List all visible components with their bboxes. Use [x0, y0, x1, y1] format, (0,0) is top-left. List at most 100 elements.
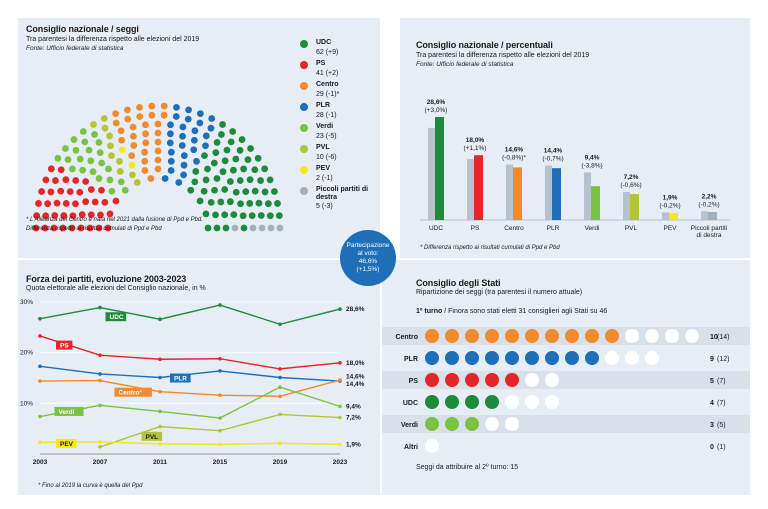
seat-dot	[227, 198, 234, 205]
seat-dot	[203, 211, 210, 218]
series-line	[40, 305, 340, 324]
bar-2023	[669, 213, 678, 220]
seat-dot	[98, 187, 105, 194]
states-subtitle: Ripartizione dei seggi (tra parentesi il…	[416, 289, 582, 296]
legend-party-name: UDC	[316, 39, 378, 47]
seat-dot	[271, 188, 278, 195]
bar-change-label: (-0,8%)*	[502, 155, 526, 162]
seat-dot	[214, 139, 221, 146]
seat-dot	[122, 187, 129, 194]
legend-swatch	[300, 124, 308, 132]
seat-dot	[108, 188, 115, 195]
states-seat-dot	[425, 351, 439, 365]
legend-swatch	[300, 145, 308, 153]
seat-dot	[197, 198, 204, 205]
states-seat-dot	[645, 329, 659, 343]
seat-dot	[168, 167, 175, 174]
x-tick-label: 2003	[33, 459, 48, 466]
seat-dot	[98, 160, 105, 167]
seat-dot	[218, 131, 225, 138]
states-seat-current: (1)	[717, 444, 726, 451]
legend-swatch	[300, 103, 308, 111]
seat-dot	[237, 200, 244, 207]
bar-2019	[467, 159, 474, 220]
seat-dot	[179, 142, 186, 149]
seat-dot	[232, 156, 239, 163]
states-seat-dot	[505, 329, 519, 343]
x-tick-label: 2011	[153, 459, 167, 466]
turnout-badge: Partecipazione al voto: 46,6% (+1,5%)	[340, 230, 396, 286]
seat-dot	[175, 179, 182, 186]
seat-dot	[211, 160, 218, 167]
series-name: PVL	[146, 434, 159, 441]
states-seat-value: 5	[710, 378, 714, 385]
series-end-label: 1,9%	[346, 441, 361, 448]
bar-2023	[552, 168, 561, 220]
seat-dot	[54, 200, 61, 207]
series-end-label: 18,0%	[346, 360, 365, 367]
seat-dot	[69, 166, 76, 173]
legend-swatch	[300, 40, 308, 48]
seat-dot	[35, 200, 42, 207]
seat-dot	[81, 138, 88, 145]
seat-dot	[76, 189, 83, 196]
series-end-label: 9,4%	[346, 403, 361, 410]
seat-dot	[230, 211, 237, 218]
x-tick-label: 2023	[333, 459, 348, 466]
seat-dot	[117, 168, 124, 175]
states-seat-dot	[485, 417, 499, 431]
legend-party-value: 41 (+2)	[316, 70, 338, 77]
states-party-label: Verdi	[401, 422, 418, 429]
states-seat-dot	[445, 373, 459, 387]
legend-party-value: 28 (-1)	[316, 112, 337, 119]
seat-dot	[179, 133, 186, 140]
states-seat-dot	[685, 329, 699, 343]
seat-dot	[256, 200, 263, 207]
seat-dot	[90, 168, 97, 175]
bar-change-label: (-0,7%)	[542, 156, 563, 163]
y-tick-label: 20%	[20, 350, 33, 357]
seat-dot	[212, 149, 219, 156]
seat-dot	[255, 155, 262, 162]
turnout-line-2: al voto:	[358, 250, 379, 258]
states-party-label: Centro	[395, 334, 418, 341]
seat-dot	[142, 121, 149, 128]
states-seat-dot	[665, 329, 679, 343]
bar-change-label: (-0,2%)	[659, 202, 680, 209]
legend-party-name: Centro	[316, 81, 378, 89]
states-seat-dot	[645, 351, 659, 365]
seat-dot	[208, 199, 215, 206]
states-seat-value: 3	[710, 422, 714, 429]
seat-dot	[102, 125, 109, 132]
seat-dot	[141, 149, 148, 156]
states-seat-dot	[545, 373, 559, 387]
seat-dot	[63, 176, 70, 183]
states-seat-dot	[445, 395, 459, 409]
seat-dot	[86, 147, 93, 154]
seat-dot	[208, 125, 215, 132]
bar-2019	[584, 172, 591, 220]
seat-dot	[155, 139, 162, 146]
seat-dot	[128, 152, 135, 159]
states-seat-dot	[605, 351, 619, 365]
states-seat-dot	[425, 329, 439, 343]
states-round: 1º turno / Finora sono stati eletti 31 c…	[416, 308, 607, 315]
seat-dot	[220, 168, 227, 175]
legend-party-name: PVL	[316, 144, 378, 152]
legend-swatch	[300, 187, 308, 195]
seat-dot	[124, 106, 131, 113]
series-name: PEV	[60, 441, 74, 448]
seat-dot	[168, 158, 175, 165]
seats-panel: Consiglio nazionale / seggi Tra parentes…	[18, 18, 380, 258]
seat-dot	[124, 116, 131, 123]
series-end-label: 28,6%	[346, 306, 365, 313]
bar-2019	[662, 212, 669, 220]
seat-dot	[167, 139, 174, 146]
seat-dot	[217, 199, 224, 206]
seat-dot	[193, 158, 200, 165]
seat-dot	[230, 167, 237, 174]
seat-dot	[58, 166, 65, 173]
bar-category-label: di destra	[697, 232, 722, 239]
seat-dot	[249, 212, 256, 219]
seat-dot	[63, 200, 70, 207]
